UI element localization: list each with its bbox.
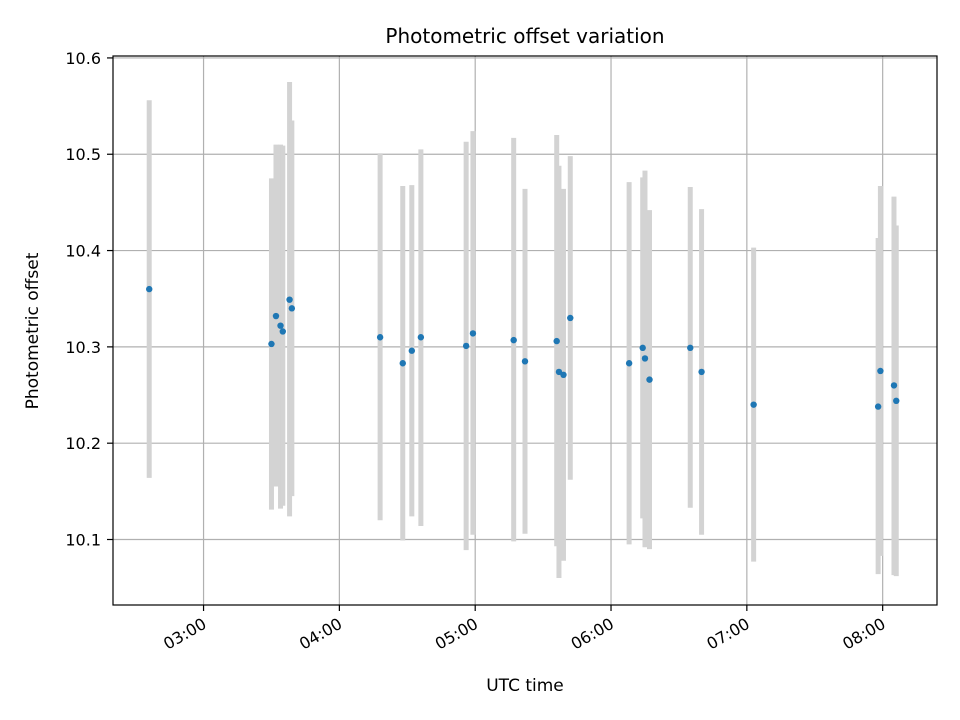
data-point [698, 368, 705, 376]
data-point [521, 358, 529, 365]
data-point [417, 334, 425, 341]
data-point [268, 340, 275, 348]
data-point [272, 312, 280, 320]
data-point [877, 367, 884, 375]
chart-title: Photometric offset variation [385, 24, 664, 48]
data-point [279, 328, 286, 335]
data-point [567, 314, 574, 322]
y-tick-label: 10.5 [65, 145, 101, 164]
plot-frame [112, 55, 938, 606]
data-point [510, 336, 517, 344]
data-point [462, 342, 470, 350]
y-axis-label: Photometric offset [23, 252, 43, 409]
data-point [277, 322, 284, 329]
x-axis: 03:00 04:00 05:00 06:00 07:00 08:00 [160, 605, 889, 654]
data-point [750, 401, 757, 408]
data-point [286, 296, 293, 303]
y-tick-label: 10.2 [65, 434, 101, 453]
data-point [408, 347, 416, 354]
y-tick-label: 10.1 [65, 531, 101, 550]
data-point [288, 305, 296, 312]
data-point [376, 334, 384, 341]
y-tick-label: 10.6 [65, 49, 101, 68]
data-point [641, 355, 649, 362]
data-point [553, 337, 560, 345]
data-point [146, 285, 153, 293]
data-point [625, 360, 633, 367]
data-point [639, 344, 646, 352]
x-axis-label: UTC time [486, 676, 564, 696]
y-tick-label: 10.3 [65, 338, 101, 357]
data-point [890, 382, 898, 389]
data-points [146, 285, 900, 410]
data-point [469, 330, 477, 337]
data-point [399, 360, 406, 367]
data-point [646, 376, 653, 383]
data-point [893, 397, 900, 405]
data-point [687, 344, 694, 352]
data-point [560, 371, 567, 379]
y-tick-label: 10.4 [65, 242, 101, 261]
data-point [874, 403, 882, 410]
y-axis: 10.1 10.2 10.3 10.4 10.5 10.6 [65, 49, 113, 550]
